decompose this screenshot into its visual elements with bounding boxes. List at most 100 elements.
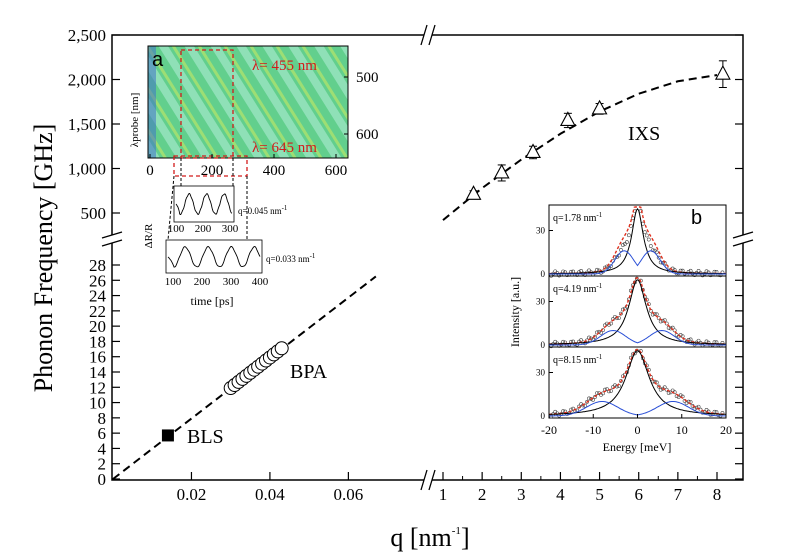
- break-line: [101, 239, 123, 247]
- panel-b-point: [646, 302, 651, 306]
- y-tick-label: 20: [89, 317, 106, 336]
- panel-b-x-label: 10: [676, 423, 688, 437]
- break-line: [732, 231, 754, 239]
- panel-b-point: [694, 405, 699, 410]
- panel-b-x-label: 20: [720, 423, 732, 437]
- break-line: [732, 239, 754, 247]
- heatmap-x-label: 200: [201, 163, 224, 179]
- heatmap-x-label: 400: [263, 163, 286, 179]
- heatmap-y-label: 500: [356, 70, 379, 86]
- heatmap-ylabel: λprobe [nm]: [129, 93, 141, 148]
- fit-line-lower: [112, 275, 377, 480]
- y-tick-label: 4: [98, 439, 107, 458]
- heatmap-x-label: 0: [146, 163, 154, 179]
- panel-b-content: q=1.78 nm-1 0 30 q=4.19 nm-1 0 30 q=8.15 nm-1 0…: [536, 206, 732, 437]
- y-tick-label: 14: [89, 363, 107, 382]
- y-tick-label: 2,500: [68, 26, 106, 45]
- panel-b-y-label: 30: [536, 368, 546, 378]
- panel-b-central-peak: [548, 350, 727, 415]
- panel-b-point: [706, 340, 711, 345]
- heatmap-x-label: 600: [325, 163, 348, 179]
- panel-label-b: b: [691, 207, 702, 229]
- inset-b: b q=1.78 nm-1 0 30 q=4.19 nm-1 0 30 q=8.15 nm-…: [508, 204, 732, 454]
- panel-b-ylabel: Intensity [a.u.]: [508, 277, 522, 347]
- x-tick-label: 0.02: [177, 485, 207, 504]
- trace-2-line: [167, 246, 261, 268]
- heatmap-edge: [148, 46, 156, 158]
- panel-b-point: [656, 255, 661, 260]
- x-tick-label: 0.06: [334, 485, 364, 504]
- y-tick-label: 26: [89, 271, 106, 290]
- trace-1-line: [175, 193, 233, 215]
- label-bls: BLS: [187, 426, 224, 448]
- heatmap-image: [147, 45, 349, 159]
- highlight-645: [173, 155, 248, 177]
- x-tick-label: 0.04: [255, 485, 285, 504]
- panel-b-point: [589, 336, 593, 341]
- fit-line-upper: [442, 74, 718, 221]
- ixs-point: [525, 143, 541, 159]
- axis-break: [101, 231, 123, 247]
- highlight-455: [180, 49, 234, 159]
- panel-b-total-fit: [549, 348, 726, 415]
- y-tick-label: 12: [89, 378, 106, 397]
- break-gap: [424, 471, 432, 489]
- panel-b-central-peak: [549, 279, 726, 345]
- panel-b-point: [585, 400, 589, 404]
- y-tick-label: 2,000: [68, 71, 106, 90]
- panel-b-point: [583, 403, 587, 408]
- y-tick-label: 10: [89, 394, 106, 413]
- heatmap-ticks: 0 200 400 600 500 600: [146, 70, 378, 179]
- break-line: [428, 469, 436, 491]
- annotation-455: λ= 455 nm: [252, 58, 317, 74]
- panel-b-point: [624, 240, 629, 245]
- panel-b-y-label: 30: [536, 226, 546, 236]
- axes-group: 0.02 0.04 0.06 1 2 3 4 5 6 7 802468101214161820222…: [68, 26, 743, 504]
- x-tick-label: 4: [556, 485, 565, 504]
- y-tick-label: 8: [98, 409, 107, 428]
- trace-2-label: q=0.033 nm-1: [266, 252, 316, 264]
- x-tick-label: 7: [674, 485, 683, 504]
- break-line: [428, 24, 436, 46]
- panel-b-point: [595, 267, 599, 272]
- ixs-point: [714, 64, 731, 80]
- ixs-point: [465, 185, 482, 200]
- panel-b-point: [696, 269, 701, 273]
- annotation-645: λ= 645 nm: [252, 140, 317, 156]
- panel-b-point: [660, 318, 665, 323]
- panel-label-a: a: [152, 49, 164, 71]
- data-marks: [112, 60, 731, 480]
- trace-1-box: [173, 185, 235, 223]
- panel-b-point: [595, 391, 599, 395]
- trace-1-x-label: 200: [195, 223, 212, 235]
- panel-b-point: [617, 316, 621, 320]
- trace-ylabel: ΔR/R: [143, 223, 155, 248]
- panel-b-point: [686, 269, 691, 274]
- panel-b-point: [664, 321, 669, 326]
- y-tick-label: 6: [98, 424, 107, 443]
- y-tick-label: 0: [98, 470, 107, 489]
- break-gap: [424, 26, 432, 44]
- axis-break: [420, 24, 436, 46]
- panel-b-central-peak: [549, 207, 726, 275]
- label-ixs: IXS: [628, 123, 660, 145]
- inset-a: a λprobe [nm] λ= 455 nm λ= 645 nm 0 200 40…: [129, 45, 379, 308]
- trace-1-label: q=0.045 nm-1: [238, 204, 288, 216]
- trace-2-x-label: 100: [165, 276, 182, 288]
- y-tick-label: 1,500: [68, 115, 106, 134]
- y-tick-label: 18: [89, 332, 106, 351]
- y-axis-title: Phonon Frequency [GHz]: [29, 124, 58, 393]
- panel-b-y-label: 0: [541, 411, 546, 421]
- x-tick-label: 8: [713, 485, 722, 504]
- panel-b-point: [619, 311, 623, 316]
- panel-b-xlabel: Energy [meV]: [603, 440, 672, 454]
- panel-b-point: [593, 395, 597, 399]
- break-line: [420, 469, 428, 491]
- y-tick-label: 500: [81, 204, 107, 223]
- x-tick-label: 2: [478, 485, 487, 504]
- x-tick-label: 6: [634, 485, 643, 504]
- panel-b-point: [609, 264, 613, 269]
- panel-b-point: [561, 409, 566, 414]
- panel-b-side-peak: [549, 329, 726, 346]
- trace-2-x-label: 300: [223, 276, 240, 288]
